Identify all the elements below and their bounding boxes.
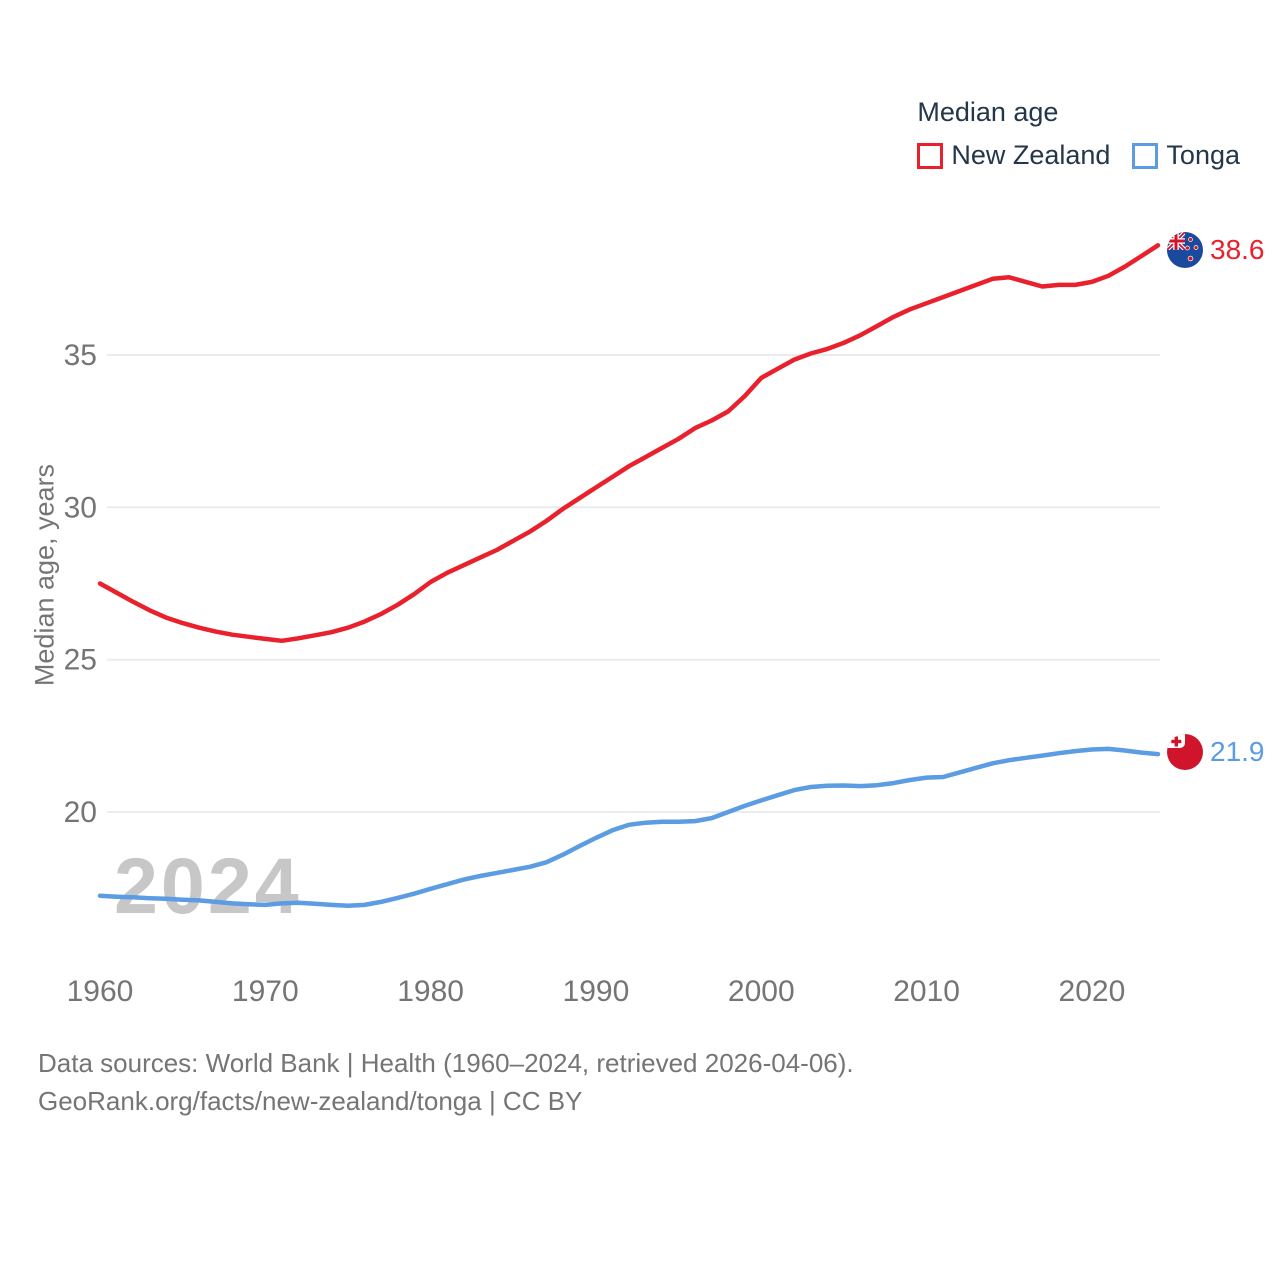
legend-label-tonga: Tonga: [1166, 140, 1240, 170]
y-tick-20: 20: [64, 796, 97, 829]
x-tick-2020: 2020: [1059, 975, 1126, 1008]
new-zealand-flag-icon: [1167, 232, 1203, 268]
tonga-flag-icon: [1167, 734, 1203, 770]
new-zealand-swatch-icon: [917, 142, 944, 169]
series-value-new-zealand: 38.6: [1210, 234, 1265, 265]
x-tick-1970: 1970: [232, 975, 299, 1008]
y-tick-25: 25: [64, 644, 97, 677]
x-tick-2010: 2010: [893, 975, 960, 1008]
line-new-zealand: [97, 243, 1161, 644]
watermark-year: 2024: [114, 841, 302, 930]
x-tick-1960: 1960: [67, 975, 134, 1008]
y-tick-35: 35: [64, 339, 97, 372]
y-axis-title: Median age, years: [29, 463, 60, 687]
legend-item-new-zealand[interactable]: New Zealand: [917, 140, 1110, 171]
footer-attribution-line: GeoRank.org/facts/new-zealand/tonga | CC…: [38, 1086, 583, 1116]
series-endpoint-new-zealand: 38.6: [1167, 232, 1265, 268]
y-tick-30: 30: [64, 491, 97, 524]
footer-source-line: Data sources: World Bank | Health (1960–…: [38, 1048, 854, 1078]
legend-row: New Zealand Tonga: [917, 140, 1240, 171]
tonga-swatch-icon: [1132, 142, 1159, 169]
legend-label-new-zealand: New Zealand: [951, 140, 1111, 170]
legend: Median age New Zealand Tonga: [917, 96, 1240, 171]
series-endpoint-tonga: 21.9: [1167, 734, 1265, 770]
legend-item-tonga[interactable]: Tonga: [1132, 140, 1240, 171]
x-tick-1990: 1990: [563, 975, 630, 1008]
line-tonga: [97, 746, 1161, 909]
x-tick-2000: 2000: [728, 975, 795, 1008]
series-value-tonga: 21.9: [1210, 736, 1265, 767]
x-tick-1980: 1980: [397, 975, 464, 1008]
legend-title: Median age: [917, 97, 1059, 127]
footer: Data sources: World Bank | Health (1960–…: [38, 1044, 854, 1120]
